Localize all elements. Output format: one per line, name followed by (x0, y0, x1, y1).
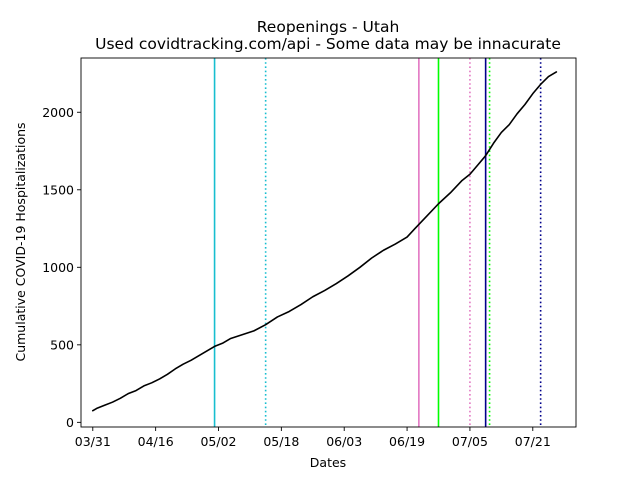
plot-frame (80, 57, 577, 428)
y-axis-label: Cumulative COVID-19 Hospitalizations (13, 122, 28, 361)
chart-title: Reopenings - Utah (257, 18, 400, 36)
reopening-lines (213, 58, 542, 427)
x-axis-ticks: 03/31 04/16 05/02 05/18 06/03 06/19 07/05 07/21 (75, 427, 551, 449)
series-line-1 (91, 71, 558, 412)
y-tick-label: 500 (50, 337, 74, 352)
y-tick-label: 0 (66, 415, 74, 430)
chart-subtitle: Used covidtracking.com/api - Some data m… (95, 35, 561, 53)
x-tick-label: 04/16 (138, 434, 174, 449)
series-layer (91, 71, 558, 412)
x-axis-label: Dates (310, 455, 346, 470)
y-tick-label: 2000 (42, 105, 74, 120)
y-axis-ticks: 0 500 1000 1500 2000 (42, 105, 81, 430)
x-tick-label: 07/21 (515, 434, 551, 449)
x-tick-label: 05/18 (263, 434, 299, 449)
x-tick-label: 03/31 (75, 434, 111, 449)
y-tick-label: 1500 (42, 182, 74, 197)
y-tick-label: 1000 (42, 260, 74, 275)
x-tick-label: 06/03 (326, 434, 362, 449)
x-tick-label: 05/02 (200, 434, 236, 449)
x-tick-label: 07/05 (452, 434, 488, 449)
x-tick-label: 06/19 (389, 434, 425, 449)
